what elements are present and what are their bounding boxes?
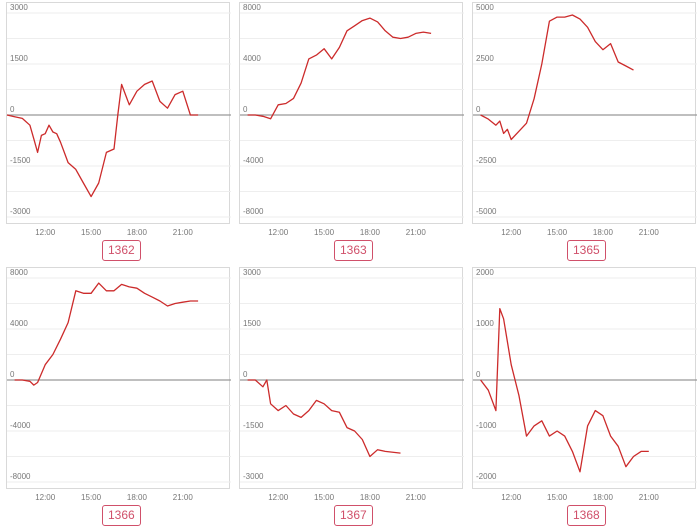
y-tick-label: 2500 bbox=[476, 54, 494, 63]
chart-label-tag[interactable]: 1362 bbox=[102, 240, 141, 261]
y-tick-label: -2500 bbox=[476, 156, 497, 165]
chart-panel-1365: 5000 2500 0 -2500 -5000 12:00 15:00 18:00 21:00 … bbox=[466, 0, 697, 262]
plot-area: 3000 1500 0 -1500 -3000 12:00 15:00 18:00 21:00 bbox=[239, 267, 464, 502]
chart-panel-1367: 3000 1500 0 -1500 -3000 12:00 15:00 18:00 21:00 … bbox=[233, 265, 464, 527]
line-chart: 8000 4000 0 -4000 -8000 12:00 15:00 18:00 21:00 bbox=[7, 268, 231, 502]
y-tick-label: 1000 bbox=[476, 319, 494, 328]
y-tick-label: -8000 bbox=[10, 472, 31, 481]
x-tick-label: 12:00 bbox=[35, 228, 56, 237]
line-chart: 2000 1000 0 -1000 -2000 12:00 15:00 18:00 21:00 bbox=[473, 268, 697, 502]
y-tick-label: -3000 bbox=[243, 472, 264, 481]
y-tick-label: 1500 bbox=[243, 319, 261, 328]
chart-label-tag[interactable]: 1363 bbox=[334, 240, 373, 261]
x-tick-label: 15:00 bbox=[81, 493, 102, 502]
chart-panel-1368: 2000 1000 0 -1000 -2000 12:00 15:00 18:00 21:00 … bbox=[466, 265, 697, 527]
plot-area: 8000 4000 0 -4000 -8000 12:00 15:00 18:00 21:00 bbox=[239, 2, 464, 237]
y-tick-label: 0 bbox=[243, 105, 248, 114]
x-tick-label: 18:00 bbox=[360, 228, 381, 237]
y-tick-label: 0 bbox=[10, 105, 15, 114]
x-tick-label: 12:00 bbox=[268, 228, 289, 237]
y-tick-label: -2000 bbox=[476, 472, 497, 481]
x-tick-label: 21:00 bbox=[639, 493, 660, 502]
series-line bbox=[480, 14, 634, 141]
x-tick-label: 12:00 bbox=[501, 228, 522, 237]
x-tick-label: 18:00 bbox=[593, 493, 614, 502]
x-tick-label: 15:00 bbox=[314, 228, 335, 237]
x-tick-label: 15:00 bbox=[314, 493, 335, 502]
y-tick-label: 0 bbox=[476, 105, 481, 114]
series-line bbox=[14, 282, 199, 386]
chart-label-tag[interactable]: 1367 bbox=[334, 505, 373, 526]
x-tick-label: 18:00 bbox=[127, 228, 148, 237]
y-tick-label: -8000 bbox=[243, 207, 264, 216]
y-tick-label: 1500 bbox=[10, 54, 28, 63]
plot-area: 2000 1000 0 -1000 -2000 12:00 15:00 18:00 21:00 bbox=[472, 267, 697, 502]
x-tick-label: 18:00 bbox=[127, 493, 148, 502]
chart-label-tag[interactable]: 1366 bbox=[102, 505, 141, 526]
y-tick-label: 2000 bbox=[476, 268, 494, 277]
y-tick-label: -4000 bbox=[10, 421, 31, 430]
series-line bbox=[6, 80, 199, 198]
line-chart: 8000 4000 0 -4000 -8000 12:00 15:00 18:00 21:00 bbox=[240, 3, 464, 237]
y-tick-label: -4000 bbox=[243, 156, 264, 165]
chart-panel-1363: 8000 4000 0 -4000 -8000 12:00 15:00 18:00 21:00 … bbox=[233, 0, 464, 262]
x-tick-label: 21:00 bbox=[406, 228, 427, 237]
series-line bbox=[480, 307, 649, 473]
x-tick-label: 15:00 bbox=[81, 228, 102, 237]
x-tick-label: 15:00 bbox=[547, 493, 568, 502]
chart-label-tag[interactable]: 1365 bbox=[567, 240, 606, 261]
y-tick-label: 3000 bbox=[243, 268, 261, 277]
y-tick-label: -1500 bbox=[243, 421, 264, 430]
y-tick-label: -3000 bbox=[10, 207, 31, 216]
y-tick-label: 0 bbox=[243, 370, 248, 379]
plot-area: 3000 1500 0 -1500 -3000 12:00 15:00 18:00 21:00 bbox=[6, 2, 231, 237]
x-tick-label: 12:00 bbox=[501, 493, 522, 502]
line-chart: 3000 1500 0 -1500 -3000 12:00 15:00 18:00 21:00 bbox=[6, 3, 231, 237]
y-tick-label: 5000 bbox=[476, 3, 494, 12]
x-tick-label: 12:00 bbox=[268, 493, 289, 502]
x-tick-label: 12:00 bbox=[35, 493, 56, 502]
x-tick-label: 18:00 bbox=[593, 228, 614, 237]
series-line bbox=[247, 17, 432, 120]
y-tick-label: -5000 bbox=[476, 207, 497, 216]
y-tick-label: 0 bbox=[476, 370, 481, 379]
x-tick-label: 21:00 bbox=[173, 493, 194, 502]
y-tick-label: 8000 bbox=[10, 268, 28, 277]
y-tick-label: 4000 bbox=[10, 319, 28, 328]
x-tick-label: 15:00 bbox=[547, 228, 568, 237]
y-tick-label: 8000 bbox=[243, 3, 261, 12]
chart-panel-1366: 8000 4000 0 -4000 -8000 12:00 15:00 18:00 21:00 … bbox=[0, 265, 231, 527]
line-chart: 5000 2500 0 -2500 -5000 12:00 15:00 18:00 21:00 bbox=[473, 3, 697, 237]
line-chart: 3000 1500 0 -1500 -3000 12:00 15:00 18:00 21:00 bbox=[240, 268, 464, 502]
y-tick-label: -1500 bbox=[10, 156, 31, 165]
y-tick-label: 0 bbox=[10, 370, 15, 379]
chart-panel-1362: 3000 1500 0 -1500 -3000 12:00 15:00 18:00 21:00 … bbox=[0, 0, 231, 262]
series-line bbox=[247, 379, 401, 458]
y-tick-label: -1000 bbox=[476, 421, 497, 430]
x-tick-label: 18:00 bbox=[360, 493, 381, 502]
chart-label-tag[interactable]: 1368 bbox=[567, 505, 606, 526]
x-tick-label: 21:00 bbox=[173, 228, 194, 237]
x-tick-label: 21:00 bbox=[406, 493, 427, 502]
plot-area: 8000 4000 0 -4000 -8000 12:00 15:00 18:00 21:00 bbox=[6, 267, 231, 502]
plot-area: 5000 2500 0 -2500 -5000 12:00 15:00 18:00 21:00 bbox=[472, 2, 697, 237]
y-tick-label: 4000 bbox=[243, 54, 261, 63]
x-tick-label: 21:00 bbox=[639, 228, 660, 237]
y-tick-label: 3000 bbox=[10, 3, 28, 12]
